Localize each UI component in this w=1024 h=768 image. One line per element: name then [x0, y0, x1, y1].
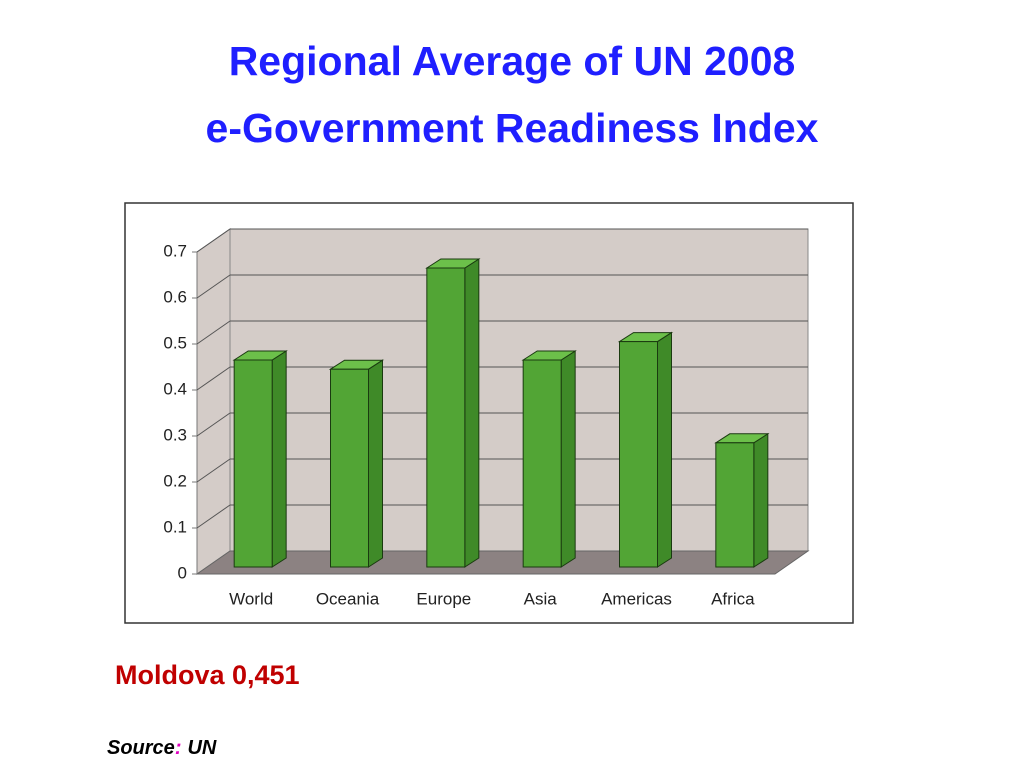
y-tick-label: 0.3: [163, 425, 187, 444]
grid-line: [196, 366, 231, 391]
source-label: Source: [107, 737, 175, 759]
x-tick-label: Europe: [416, 589, 471, 608]
source-value: UN: [187, 737, 216, 759]
grid-line: [196, 458, 231, 483]
x-tick-label: Africa: [711, 589, 755, 608]
y-tick-label: 0: [178, 563, 187, 582]
grid-line: [196, 412, 231, 437]
annotation: Moldova 0,451: [115, 660, 300, 690]
x-tick-label: Americas: [601, 589, 672, 608]
grid-line: [196, 274, 231, 299]
bar: [522, 359, 562, 568]
bar-side: [368, 359, 383, 568]
x-tick-label: Asia: [524, 589, 558, 608]
bar-side: [560, 350, 576, 568]
x-tick-label: World: [229, 589, 273, 608]
y-tick-label: 0.4: [163, 379, 187, 398]
y-tick-label: 0.2: [163, 471, 187, 490]
bar-side: [753, 432, 769, 568]
bar-side: [271, 350, 287, 568]
bar: [619, 341, 658, 568]
y-tick-label: 0.1: [163, 517, 187, 536]
bar: [426, 267, 466, 568]
side-wall: [196, 228, 231, 575]
y-tick-label: 0.5: [163, 333, 187, 352]
bar-side: [464, 258, 480, 568]
source: Source: UN: [107, 737, 217, 759]
grid-line: [196, 320, 231, 345]
grid-line: [196, 228, 231, 253]
bar: [330, 368, 369, 568]
title-line: e-Government Readiness Index: [206, 105, 819, 151]
source-separator: :: [175, 737, 182, 759]
y-tick-label: 0.6: [163, 287, 187, 306]
x-tick-label: Oceania: [316, 589, 380, 608]
bar: [233, 359, 273, 568]
grid-line: [196, 504, 231, 529]
title-line: Regional Average of UN 2008: [229, 38, 796, 84]
bar: [715, 442, 755, 568]
bar-side: [657, 331, 672, 568]
back-wall: [229, 228, 809, 552]
y-tick-label: 0.7: [163, 241, 187, 260]
